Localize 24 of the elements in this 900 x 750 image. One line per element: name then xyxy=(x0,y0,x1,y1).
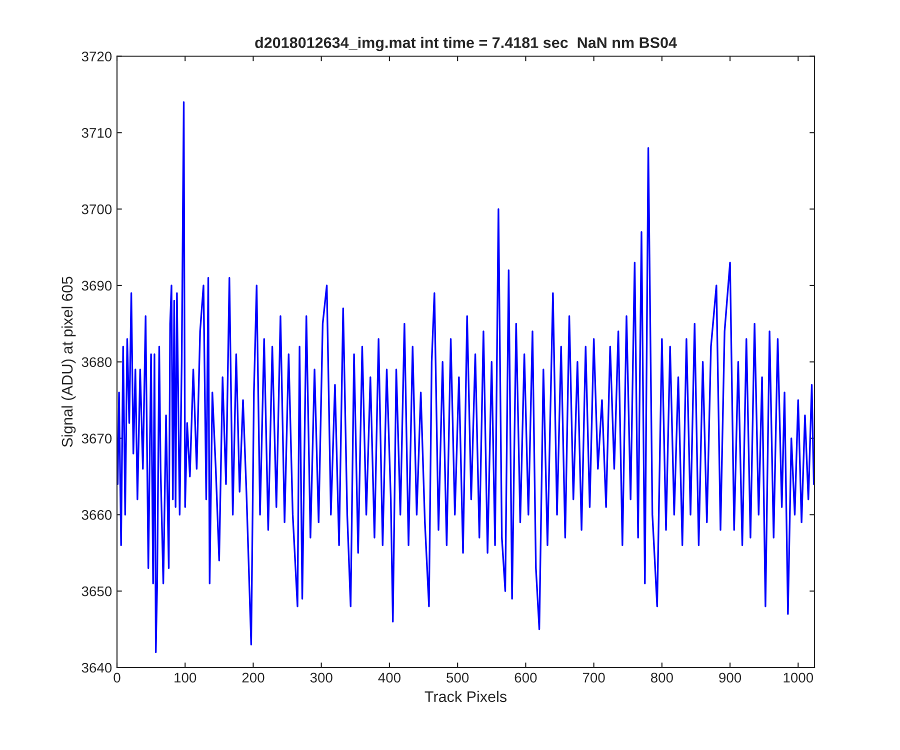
y-tick-label: 3680 xyxy=(82,357,112,368)
y-axis-title: Signal (ADU) at pixel 605 xyxy=(61,276,76,447)
x-axis-title: Track Pixels xyxy=(424,690,507,702)
y-tick-label: 3720 xyxy=(82,52,112,62)
x-tick-label: 500 xyxy=(446,672,469,683)
x-tick-label: 0 xyxy=(114,672,120,683)
x-tick-label: 300 xyxy=(310,672,332,683)
y-tick-label: 3650 xyxy=(82,586,112,596)
x-tick-label: 800 xyxy=(650,672,673,683)
x-tick-label: 200 xyxy=(242,672,264,683)
x-tick-label: 400 xyxy=(378,672,401,683)
x-tick-label: 900 xyxy=(719,672,742,683)
y-tick-label: 3660 xyxy=(82,510,112,520)
chart-title: d2018012634_img.mat int time = 7.4181 sec NaN nm BS04 xyxy=(255,36,677,52)
y-tick-label: 3640 xyxy=(82,662,112,673)
y-tick-label: 3690 xyxy=(82,280,112,291)
x-tick-label: 1000 xyxy=(784,672,814,683)
y-tick-label: 3670 xyxy=(82,434,112,444)
y-tick-label: 3700 xyxy=(82,204,112,214)
y-tick-label: 3710 xyxy=(82,128,112,138)
x-tick-label: 600 xyxy=(514,672,537,683)
line-series xyxy=(117,101,814,654)
x-tick-label: 100 xyxy=(174,672,196,683)
x-tick-label: 700 xyxy=(582,672,605,683)
